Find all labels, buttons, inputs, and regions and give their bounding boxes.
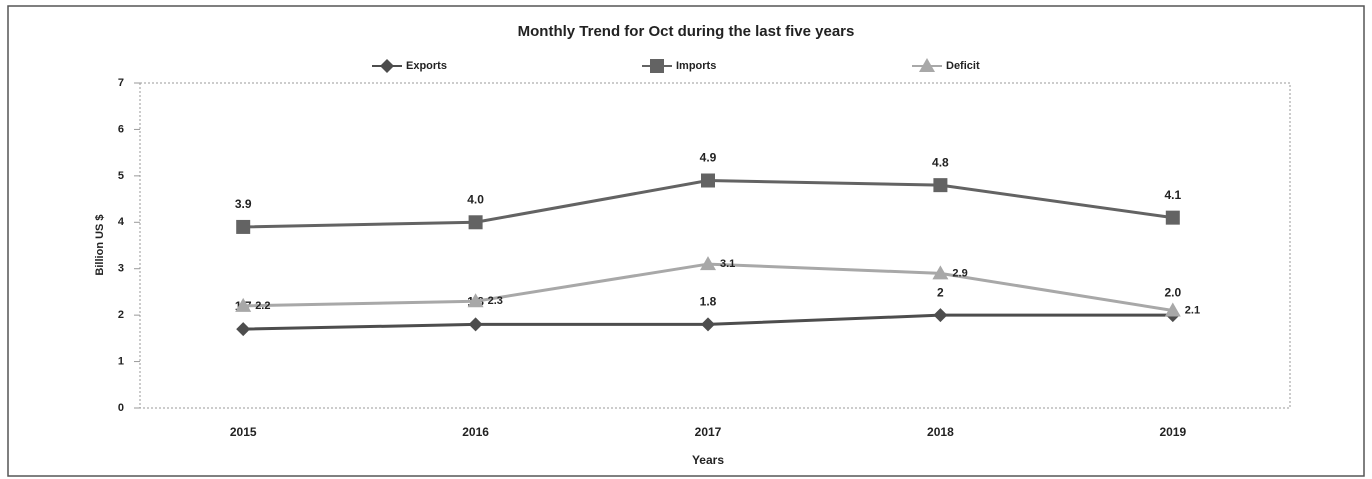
legend-label: Imports	[676, 60, 716, 72]
marker	[1165, 210, 1180, 225]
data-label: 4.8	[932, 155, 949, 169]
y-axis-label: Billion US $	[94, 214, 106, 275]
y-tick-label: 2	[118, 309, 124, 321]
marker	[468, 215, 483, 230]
y-tick-label: 1	[118, 355, 124, 367]
y-tick-label: 3	[118, 263, 124, 275]
x-axis-label: Years	[692, 453, 724, 467]
chart-border	[7, 5, 1365, 477]
legend-label: Deficit	[946, 60, 980, 72]
data-label: 2.1	[1185, 304, 1200, 316]
data-label: 3.1	[720, 258, 735, 270]
marker	[1164, 302, 1181, 317]
data-label: 2.3	[488, 295, 503, 307]
data-label: 4.0	[467, 192, 484, 206]
y-tick-label: 4	[118, 216, 125, 228]
marker	[236, 219, 251, 234]
plot-area	[139, 82, 1291, 409]
x-tick-label: 2018	[927, 425, 954, 439]
x-tick-label: 2017	[695, 425, 722, 439]
marker	[932, 265, 949, 280]
data-label: 3.9	[235, 197, 252, 211]
marker	[701, 173, 715, 188]
marker	[235, 297, 252, 312]
y-tick-label: 6	[118, 123, 124, 135]
data-label: 4.1	[1164, 188, 1181, 202]
y-tick-label: 5	[118, 170, 124, 182]
y-tick-label: 7	[118, 77, 124, 89]
marker	[933, 178, 948, 193]
marker	[919, 58, 935, 72]
marker	[700, 256, 716, 271]
marker	[701, 317, 715, 332]
marker	[380, 59, 394, 73]
marker	[236, 322, 251, 337]
x-tick-label: 2016	[462, 425, 489, 439]
chart-title: Monthly Trend for Oct during the last fi…	[518, 23, 855, 40]
data-label: 4.9	[700, 151, 717, 165]
data-label: 2.2	[255, 300, 270, 312]
x-tick-label: 2015	[230, 425, 257, 439]
x-tick-label: 2019	[1159, 425, 1186, 439]
data-label: 2	[937, 285, 944, 299]
legend-label: Exports	[406, 60, 447, 72]
marker	[933, 308, 948, 323]
data-label: 2.9	[952, 267, 967, 279]
marker	[650, 59, 664, 73]
data-label: 1.8	[700, 295, 717, 309]
marker	[467, 293, 484, 308]
y-tick-label: 0	[118, 402, 124, 414]
marker	[468, 317, 483, 332]
data-label: 2.0	[1164, 285, 1181, 299]
